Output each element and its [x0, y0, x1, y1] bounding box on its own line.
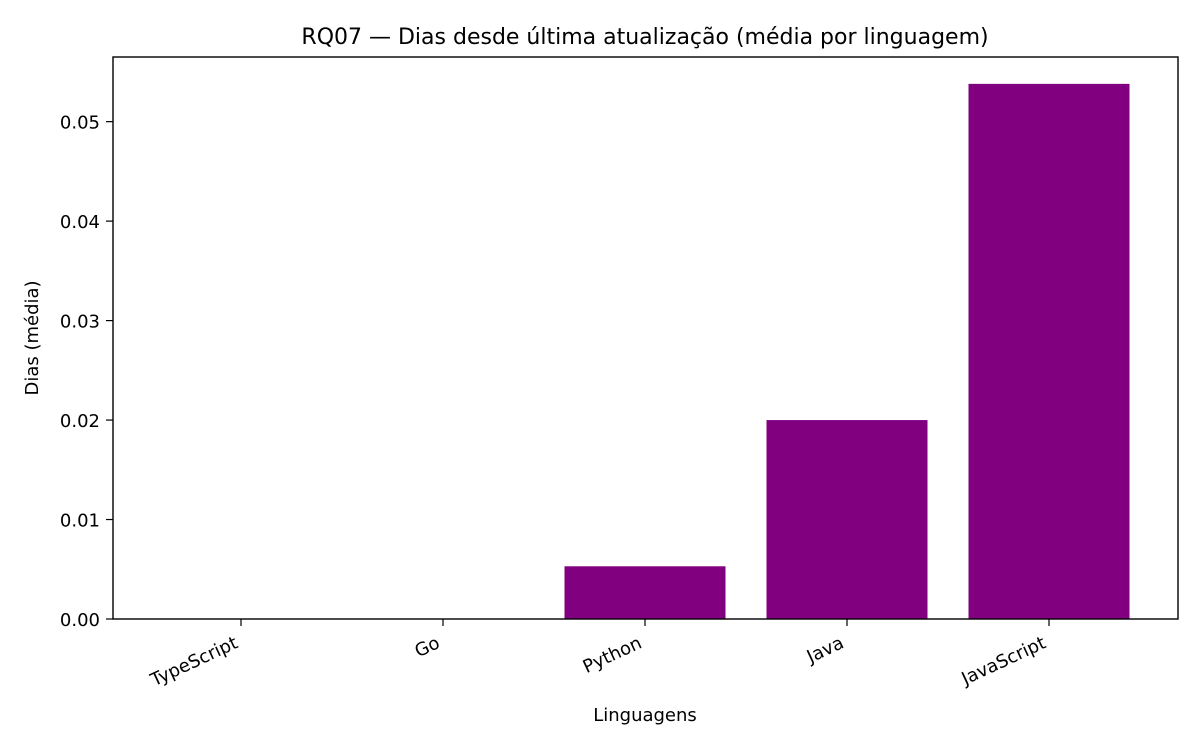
x-tick-label: Python: [580, 632, 645, 677]
bar-python: [564, 566, 726, 619]
x-tick-label: Go: [412, 632, 444, 662]
x-tick-label: TypeScript: [147, 632, 242, 691]
x-axis-label: Linguagens: [593, 705, 697, 726]
y-tick-label: 0.03: [60, 312, 100, 333]
x-tick-label: JavaScript: [958, 632, 1050, 690]
y-tick-label: 0.04: [60, 212, 100, 233]
bar-javascript: [968, 83, 1130, 620]
y-tick-label: 0.05: [60, 113, 100, 134]
bar-java: [766, 420, 928, 619]
y-tick-label: 0.00: [60, 610, 100, 631]
y-tick-label: 0.01: [60, 511, 100, 532]
y-axis: 0.00 0.01 0.02 0.03 0.04 0.05: [60, 113, 113, 631]
x-axis: TypeScript Go Python Java JavaScript: [147, 619, 1050, 691]
y-tick-label: 0.02: [60, 411, 100, 432]
x-tick-label: Java: [803, 632, 847, 668]
plot-frame: [112, 56, 1179, 620]
chart-title: RQ07 — Dias desde última atualização (mé…: [301, 25, 988, 50]
bars-group: [564, 83, 1130, 620]
y-axis-label: Dias (média): [22, 280, 43, 395]
